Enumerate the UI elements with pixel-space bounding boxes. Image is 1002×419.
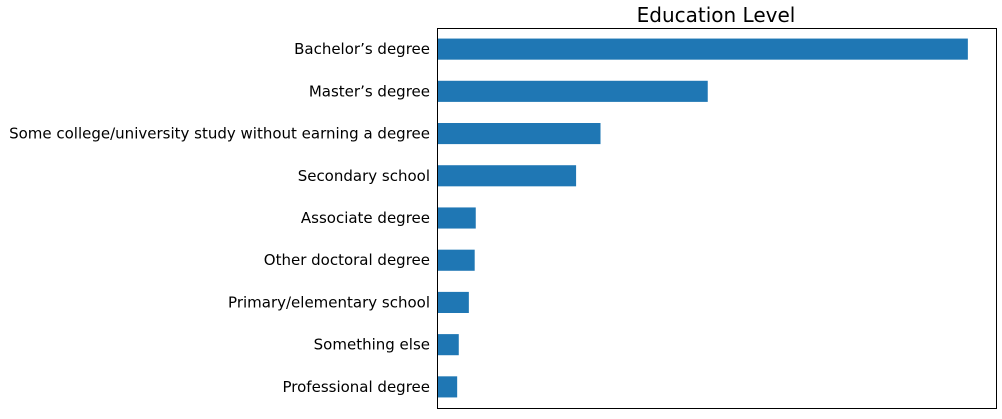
bar bbox=[437, 207, 476, 229]
bar bbox=[437, 334, 459, 356]
y-tick-label: Other doctoral degree bbox=[264, 251, 430, 269]
y-tick-label: Something else bbox=[314, 336, 430, 354]
bar bbox=[437, 249, 475, 271]
y-tick-label: Bachelor’s degree bbox=[294, 40, 430, 58]
y-tick-label: Secondary school bbox=[298, 167, 430, 185]
y-tick-label: Professional degree bbox=[283, 378, 430, 396]
chart-title: Education Level bbox=[637, 3, 796, 27]
y-tick-label: Primary/elementary school bbox=[228, 293, 430, 311]
y-tick-label: Associate degree bbox=[301, 209, 430, 227]
plot-frame bbox=[437, 28, 997, 409]
bar bbox=[437, 80, 708, 102]
y-tick-labels-group: Bachelor’s degree Master’s degree Some col… bbox=[9, 40, 430, 396]
y-tick-label: Master’s degree bbox=[309, 82, 430, 100]
bar bbox=[437, 165, 577, 187]
bar bbox=[437, 376, 458, 398]
bar bbox=[437, 38, 968, 60]
bar bbox=[437, 291, 469, 313]
bars-group bbox=[437, 38, 968, 398]
bar bbox=[437, 123, 601, 145]
y-tick-label: Some college/university study without ea… bbox=[9, 125, 430, 143]
